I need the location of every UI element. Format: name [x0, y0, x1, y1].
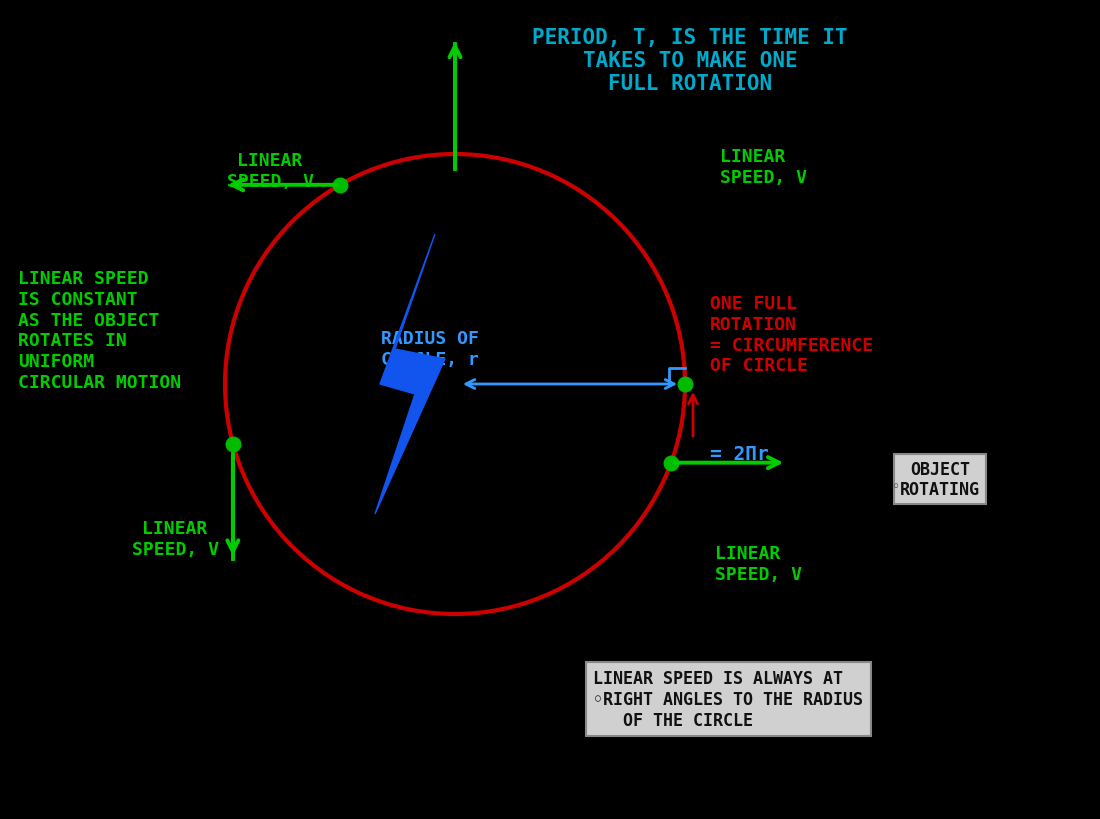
Point: [331, 179, 349, 192]
Text: LINEAR SPEED IS ALWAYS AT
◦RIGHT ANGLES TO THE RADIUS
   OF THE CIRCLE: LINEAR SPEED IS ALWAYS AT ◦RIGHT ANGLES …: [593, 669, 864, 729]
Text: LINEAR
SPEED, V: LINEAR SPEED, V: [132, 519, 219, 558]
Point: [224, 437, 242, 450]
Text: LINEAR
SPEED, V: LINEAR SPEED, V: [715, 545, 802, 583]
Polygon shape: [375, 235, 446, 514]
Text: OBJECT
ROTATING: OBJECT ROTATING: [900, 460, 980, 499]
Text: LINEAR
SPEED, V: LINEAR SPEED, V: [227, 152, 314, 191]
Text: LINEAR SPEED
IS CONSTANT
AS THE OBJECT
ROTATES IN
UNIFORM
CIRCULAR MOTION: LINEAR SPEED IS CONSTANT AS THE OBJECT R…: [18, 269, 182, 391]
Point: [662, 456, 680, 469]
Text: PERIOD, T, IS THE TIME IT
TAKES TO MAKE ONE
FULL ROTATION: PERIOD, T, IS THE TIME IT TAKES TO MAKE …: [532, 28, 848, 94]
Text: RADIUS OF
CIRCLE, r: RADIUS OF CIRCLE, r: [381, 329, 478, 369]
Text: = 2Πr: = 2Πr: [710, 445, 769, 464]
Point: [676, 378, 694, 391]
Text: LINEAR
SPEED, V: LINEAR SPEED, V: [720, 147, 807, 187]
Text: ◦: ◦: [892, 479, 900, 493]
Text: ONE FULL
ROTATION
= CIRCUMFERENCE
OF CIRCLE: ONE FULL ROTATION = CIRCUMFERENCE OF CIR…: [710, 295, 873, 375]
